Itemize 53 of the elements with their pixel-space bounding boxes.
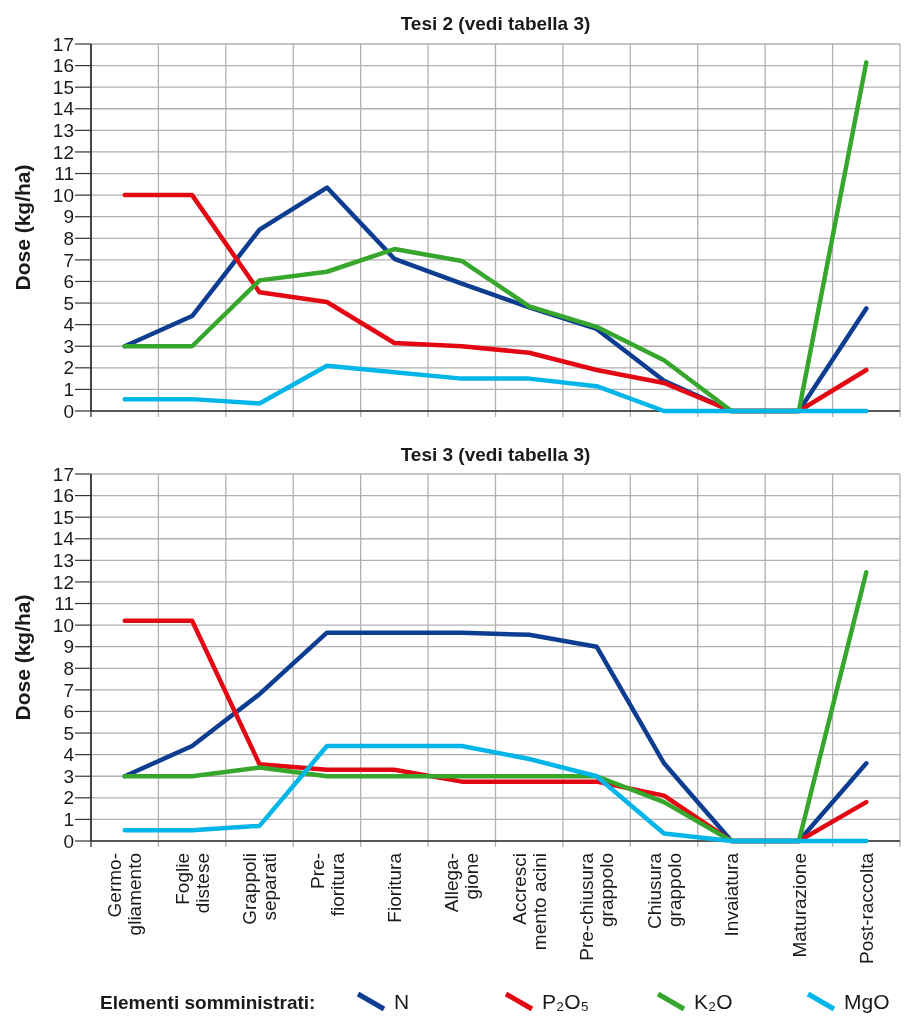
y-tick-label: 4: [63, 314, 75, 336]
y-tick-label: 12: [52, 141, 74, 163]
y-tick-label: 3: [63, 335, 74, 357]
y-tick-label: 7: [63, 679, 74, 701]
y-tick-label: 8: [63, 657, 74, 679]
y-tick-label: 9: [63, 206, 74, 228]
y-tick-label: 16: [52, 55, 74, 77]
x-tick-label: Germo- gliamento: [104, 853, 146, 936]
y-tick-label: 0: [63, 830, 74, 852]
y-tick-label: 5: [63, 292, 74, 314]
x-tick-label: Allega- gione: [441, 853, 483, 913]
x-tick-label: Invaiatura: [721, 852, 743, 937]
y-tick-label: 0: [63, 400, 74, 422]
y-tick-label: 1: [63, 809, 74, 831]
y-tick-label: 7: [63, 249, 74, 271]
y-tick-label: 4: [63, 744, 75, 766]
y-tick-label: 14: [52, 98, 75, 120]
y-tick-label: 10: [52, 184, 74, 206]
y-tick-label: 13: [52, 550, 74, 571]
legend-label: MgO: [844, 990, 890, 1014]
y-tick-label: 6: [63, 701, 74, 723]
x-tick-label: Post-raccolta: [855, 852, 877, 964]
line-series: [122, 363, 869, 414]
y-tick-label: 17: [52, 33, 74, 55]
y-tick-label: 11: [54, 593, 74, 615]
y-tick-label: 15: [52, 76, 74, 98]
y-tick-label: 2: [63, 357, 74, 379]
x-tick-label: Fioritura: [384, 852, 406, 923]
y-tick-label: 3: [63, 765, 74, 787]
y-tick-label: 15: [52, 506, 74, 528]
y-tick-label: 5: [63, 722, 74, 744]
legend-label: P₂O₅: [542, 990, 589, 1014]
x-tick-label: Maturazione: [788, 853, 810, 958]
chart-title: Tesi 3 (vedi tabella 3): [400, 444, 591, 465]
legend-title: Elementi somministrati:: [100, 991, 316, 1013]
y-tick-label: 16: [52, 485, 74, 507]
y-tick-label: 12: [52, 571, 74, 593]
y-axis-title: Dose (kg/ha): [11, 164, 34, 291]
y-tick-label: 14: [52, 528, 75, 550]
y-tick-label: 8: [63, 227, 74, 249]
y-axis-title: Dose (kg/ha): [11, 594, 34, 721]
legend-label: N: [394, 990, 410, 1014]
y-tick-label: 2: [63, 787, 74, 809]
chart-title: Tesi 2 (vedi tabella 3): [400, 13, 591, 34]
line-series: [122, 743, 869, 844]
y-tick-label: 11: [54, 163, 74, 185]
y-tick-label: 1: [63, 379, 74, 401]
y-tick-label: 13: [52, 120, 74, 141]
y-tick-label: 10: [52, 614, 74, 636]
y-tick-label: 6: [63, 271, 74, 293]
y-tick-label: 9: [63, 636, 74, 658]
y-tick-label: 17: [52, 463, 74, 485]
legend-label: K₂O: [694, 990, 733, 1014]
